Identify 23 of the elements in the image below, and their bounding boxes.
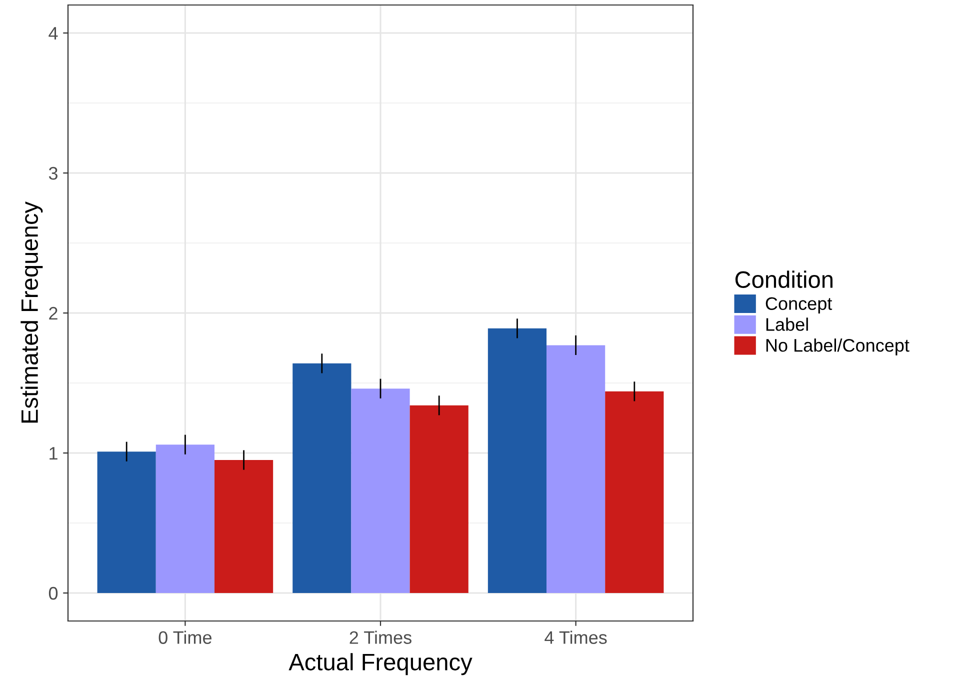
y-tick-label: 1 [50, 447, 58, 460]
bar [605, 391, 664, 593]
bar [410, 405, 468, 593]
bar [292, 363, 352, 593]
bar [97, 452, 156, 593]
bar [488, 328, 547, 593]
legend-label: Concept [766, 297, 832, 314]
x-tick-label: 2 Times [350, 630, 412, 644]
x-tick-label: 0 Time [158, 630, 212, 644]
legend-title: Condition [735, 270, 832, 288]
bar [546, 345, 606, 593]
y-tick-label: 3 [48, 166, 58, 180]
y-tick-label: 2 [49, 306, 58, 320]
bar [351, 388, 410, 593]
bar [214, 460, 274, 593]
legend-label: Label [766, 318, 808, 331]
x-axis-title: Actual Frequency [288, 653, 472, 676]
y-tick-label: 4 [48, 27, 58, 40]
y-tick-label: 0 [48, 586, 58, 600]
x-tick-label: 4 Times [544, 630, 607, 644]
y-axis-title: Estimated Frequency [20, 201, 43, 423]
legend-label: No Label/Concept [766, 338, 910, 356]
bar [156, 444, 214, 593]
